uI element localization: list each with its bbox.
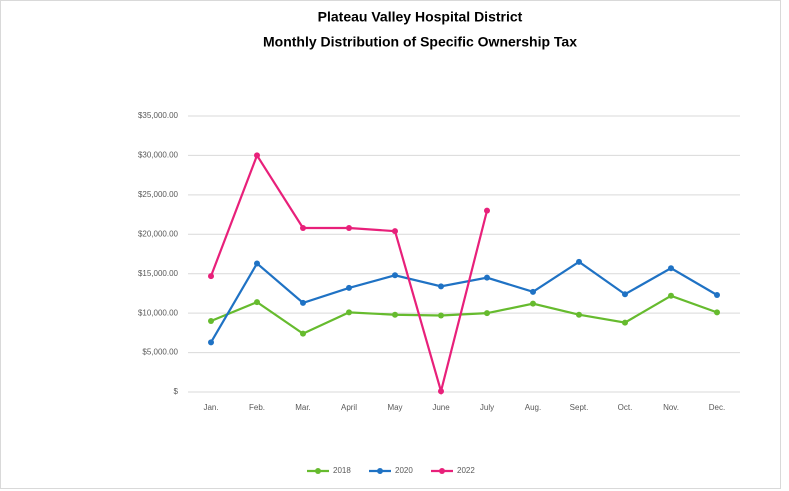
series-point: [254, 152, 260, 159]
legend-label: 2022: [457, 466, 475, 475]
y-tick-label: $20,000.00: [138, 229, 179, 238]
series-point: [346, 224, 352, 231]
series-line: [210, 260, 718, 343]
series-point: [622, 319, 628, 326]
y-tick-label: $10,000.00: [138, 308, 179, 317]
x-tick-label: Oct.: [618, 403, 633, 412]
y-tick-label: $15,000.00: [138, 269, 179, 278]
series-point: [438, 312, 444, 319]
legend-marker: [315, 468, 321, 474]
y-tick-label: $5,000.00: [142, 348, 178, 357]
series-point: [392, 228, 398, 235]
x-tick-label: April: [341, 403, 357, 412]
series-point: [392, 311, 398, 318]
series-point: [714, 292, 720, 299]
series-point: [576, 311, 582, 318]
y-tick-label: $25,000.00: [138, 190, 179, 199]
series-point: [300, 299, 306, 306]
x-tick-label: Sept.: [570, 403, 589, 412]
series-point: [438, 388, 444, 395]
series-point: [530, 288, 536, 295]
series-point: [346, 309, 352, 316]
series-point: [714, 309, 720, 316]
series-point: [300, 224, 306, 231]
series-point: [530, 300, 536, 307]
series-line: [210, 294, 718, 335]
legend-marker: [377, 468, 383, 474]
x-tick-label: Aug.: [525, 403, 541, 412]
series-point: [484, 274, 490, 281]
series-point: [576, 258, 582, 265]
legend-label: 2020: [395, 466, 413, 475]
x-tick-label: Feb.: [249, 403, 265, 412]
x-tick-label: Nov.: [663, 403, 679, 412]
legend-marker: [439, 468, 445, 474]
chart-title: Plateau Valley Hospital District: [318, 9, 523, 25]
series-point: [668, 292, 674, 299]
series-point: [392, 272, 398, 279]
y-tick-label: $35,000.00: [138, 111, 179, 120]
series-point: [300, 330, 306, 337]
series-point: [208, 318, 214, 325]
x-tick-label: July: [480, 403, 494, 412]
series-point: [668, 265, 674, 272]
x-tick-label: May: [387, 403, 402, 412]
series-point: [254, 299, 260, 306]
series-point: [438, 283, 444, 290]
series-point: [484, 207, 490, 214]
series-point: [484, 310, 490, 317]
series-point: [208, 339, 214, 346]
chart-subtitle: Monthly Distribution of Specific Ownersh…: [263, 34, 577, 50]
y-tick-label: $: [174, 387, 179, 396]
x-tick-label: Jan.: [203, 403, 218, 412]
legend-label: 2018: [333, 466, 351, 475]
series-point: [622, 291, 628, 298]
series-point: [208, 273, 214, 280]
series-point: [254, 260, 260, 267]
x-tick-label: Dec.: [709, 403, 725, 412]
y-tick-label: $30,000.00: [138, 151, 179, 160]
x-tick-label: June: [432, 403, 450, 412]
series-point: [346, 284, 352, 291]
x-tick-label: Mar.: [295, 403, 311, 412]
